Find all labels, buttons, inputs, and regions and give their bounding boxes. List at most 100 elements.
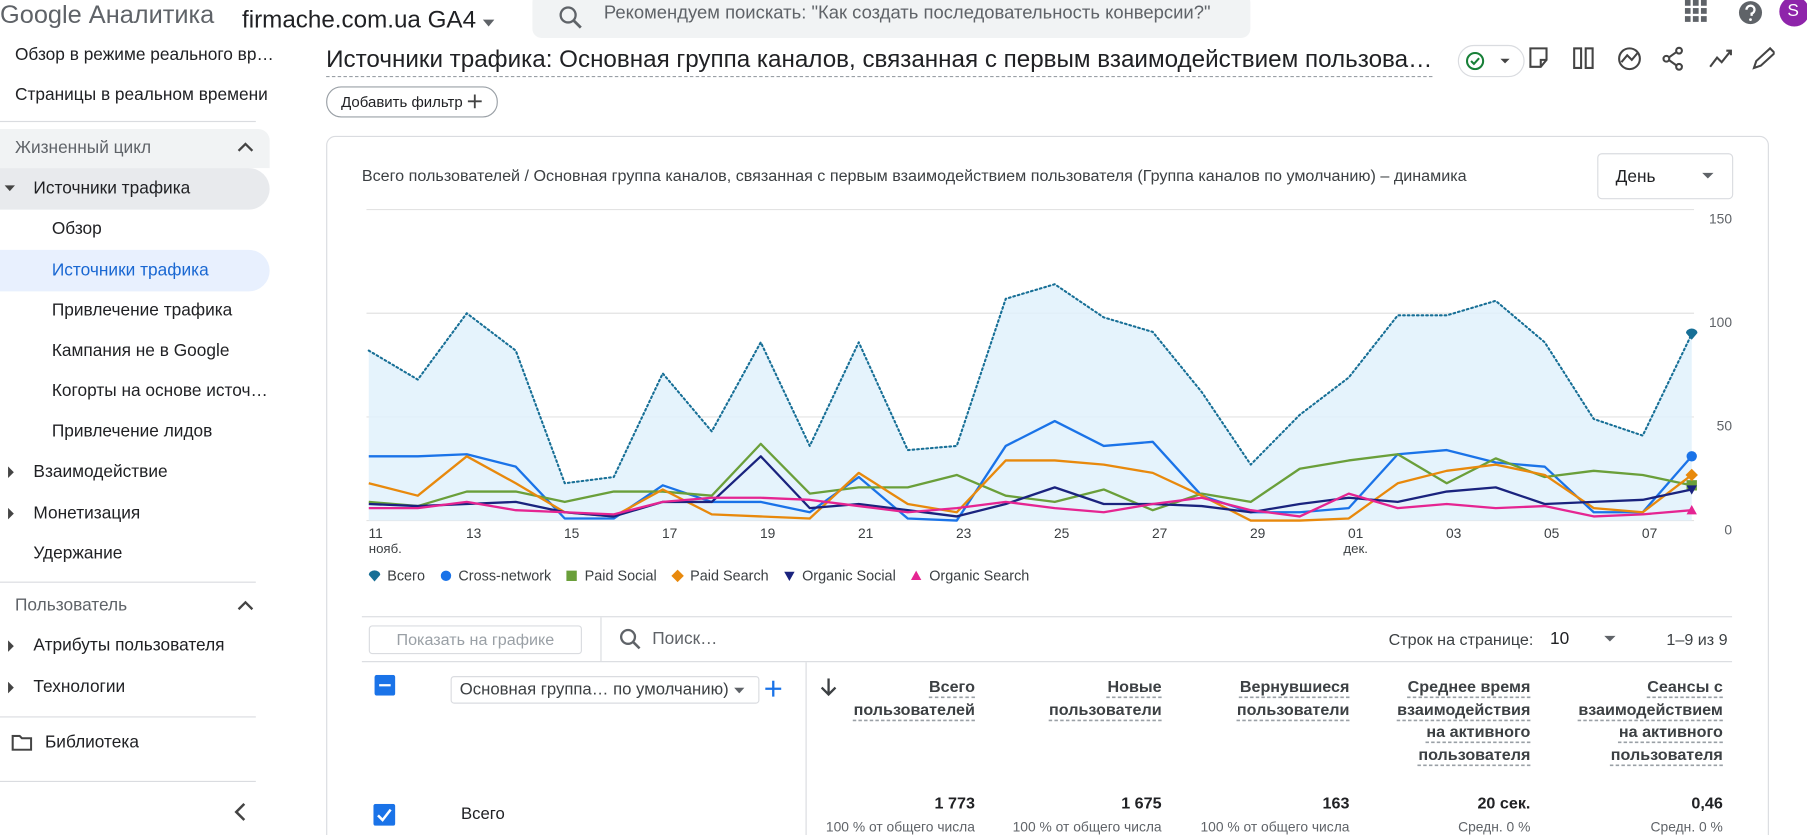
- chevron-up[interactable]: [237, 600, 254, 612]
- caret-down[interactable]: [4, 184, 17, 193]
- series-line: [368, 442, 1692, 512]
- x-tick-label: 01: [1348, 525, 1363, 541]
- caret-right[interactable]: [7, 466, 16, 478]
- caret-right[interactable]: [7, 507, 16, 520]
- rows-label: Строк на странице:: [1388, 629, 1534, 649]
- search-box[interactable]: Рекомендуем поискать: "Как создать после…: [532, 0, 1251, 39]
- dimension-select[interactable]: Основная группа… по умолчанию): [450, 676, 760, 704]
- cell-value: 1 773: [934, 793, 975, 812]
- legend-item: Organic Search: [908, 568, 1029, 584]
- column-header[interactable]: Среднее время взаимодействия на активного п…: [1346, 676, 1530, 766]
- property-picker[interactable]: firmache.com.ua GA4: [242, 6, 495, 35]
- nav-item[interactable]: Монетизация: [33, 503, 141, 523]
- nav-item[interactable]: Страницы в реальном времени: [14, 85, 268, 105]
- divider: [600, 617, 602, 662]
- x-tick-label: 25: [1054, 525, 1070, 541]
- nav-item[interactable]: Обзор: [51, 218, 102, 239]
- nav-item[interactable]: Атрибуты пользователя: [33, 635, 225, 656]
- status-pill[interactable]: [1457, 44, 1525, 78]
- cell-note: 100 % от общего числа: [1012, 818, 1162, 835]
- caret-right[interactable]: [7, 681, 16, 694]
- column-header[interactable]: Всего пользователей: [791, 676, 975, 721]
- sort-icon[interactable]: [820, 678, 837, 697]
- collapse-button[interactable]: [233, 802, 247, 821]
- row-label: Всего: [460, 805, 505, 824]
- x-tick-label: 03: [1446, 525, 1462, 541]
- nav-item[interactable]: Взаимодействие: [33, 461, 168, 482]
- column-header-line: на активного: [1426, 722, 1531, 741]
- y-tick-label: 0: [1724, 521, 1732, 537]
- column-header-line: пользователя: [1418, 744, 1531, 764]
- y-tick-label: 100: [1709, 314, 1732, 330]
- nav-item[interactable]: Кампания не в Google: [51, 340, 230, 361]
- report-toolbar[interactable]: [1528, 46, 1775, 74]
- row-checkbox[interactable]: [373, 803, 396, 826]
- legend-item: Organic Social: [781, 568, 896, 584]
- add-filter[interactable]: Добавить фильтр: [326, 86, 499, 118]
- folder-icon: [11, 734, 33, 751]
- nav-item[interactable]: Привлечение трафика: [51, 300, 233, 321]
- active-highlight: [0, 249, 270, 292]
- show-on-chart[interactable]: Показать на графике: [368, 625, 582, 655]
- column-header[interactable]: Вернувшиеся пользователи: [1165, 676, 1350, 721]
- column-header-line: Новые: [1107, 677, 1162, 696]
- legend-marker-shape: [566, 570, 578, 582]
- cell-value: 1 675: [1121, 793, 1162, 812]
- nav-item[interactable]: Библиотека: [44, 732, 139, 753]
- caret: [482, 19, 495, 27]
- nav-item-active[interactable]: Источники трафика: [51, 260, 209, 280]
- nav-section[interactable]: Пользователь: [14, 595, 128, 616]
- x-tick-label: 05: [1544, 525, 1560, 541]
- x-tick-label: 29: [1250, 525, 1266, 541]
- rows-per-page[interactable]: 10: [1549, 628, 1570, 649]
- nav-section[interactable]: Жизненный цикл: [14, 138, 152, 158]
- nav-item[interactable]: Технологии: [33, 677, 126, 697]
- select-all[interactable]: [374, 674, 396, 696]
- end-marker: [1685, 468, 1698, 482]
- column-header[interactable]: Сеансы с взаимодействием на активного польз…: [1538, 676, 1723, 766]
- divider: [0, 780, 256, 783]
- section-bg: [0, 128, 270, 169]
- nav-item[interactable]: Обзор в режиме реального вр…: [14, 44, 274, 65]
- add-dimension[interactable]: [765, 680, 782, 697]
- x-tick-label: 21: [858, 525, 873, 541]
- chevron-up[interactable]: [237, 142, 254, 154]
- nav-item[interactable]: Когорты на основе источ…: [51, 381, 268, 401]
- search-icon: [619, 628, 641, 650]
- divider: [0, 120, 256, 123]
- caret[interactable]: [1604, 635, 1616, 643]
- column-header[interactable]: Новые пользователи: [977, 676, 1162, 721]
- nav-item[interactable]: Привлечение лидов: [51, 421, 213, 442]
- legend-marker: [368, 570, 381, 582]
- end-marker: [1686, 505, 1697, 515]
- logo[interactable]: Google Аналитика: [0, 0, 215, 29]
- cell-note: Средн. 0 %: [1650, 818, 1723, 835]
- legend-marker: [671, 569, 684, 583]
- legend-label: Paid Search: [690, 567, 769, 584]
- cell-note: 100 % от общего числа: [1200, 818, 1350, 835]
- cell-value: 20 сек.: [1477, 793, 1531, 812]
- caret: [734, 687, 745, 694]
- dimension: Основная группа… по умолчанию): [459, 680, 729, 700]
- property: firmache.com.ua GA4: [242, 6, 477, 34]
- x-tick-label: 23: [956, 525, 972, 541]
- series-line: [367, 283, 1693, 485]
- legend-marker-shape: [440, 570, 451, 582]
- apps-icon[interactable]: [1684, 0, 1708, 23]
- legend-label: Cross-network: [458, 567, 552, 584]
- end-marker: [1686, 328, 1698, 340]
- nav-item[interactable]: Источники трафика: [33, 178, 191, 199]
- y-tick-label: 50: [1717, 418, 1733, 434]
- column-header-line: пользователи: [1236, 699, 1350, 719]
- search-icon: [559, 6, 582, 29]
- help-icon[interactable]: [1738, 0, 1763, 25]
- legend-item: Cross-network: [438, 567, 552, 584]
- caret-right[interactable]: [7, 640, 16, 652]
- x-tick-label: 27: [1152, 525, 1167, 541]
- table-search[interactable]: Поиск…: [652, 628, 718, 649]
- nav-item[interactable]: Удержание: [33, 543, 123, 564]
- period-select[interactable]: День: [1597, 153, 1734, 200]
- avatar[interactable]: S: [1779, 0, 1807, 27]
- report-title: Источники трафика: Основная группа канал…: [326, 46, 1433, 78]
